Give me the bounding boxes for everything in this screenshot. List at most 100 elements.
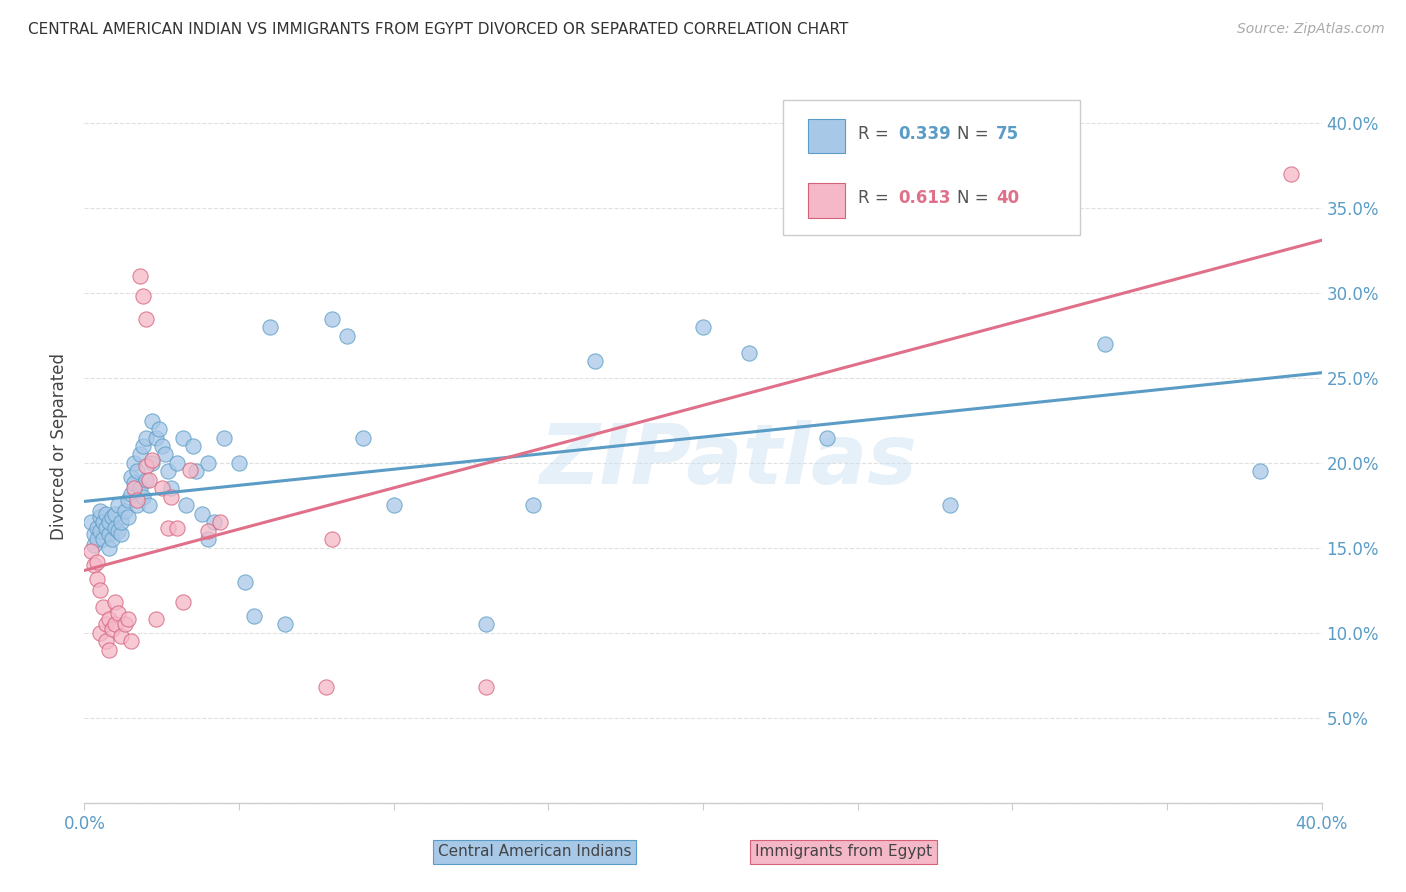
Point [135, 311, 157, 326]
Point [172, 595, 194, 609]
Point [83, 558, 105, 572]
Text: R =: R = [858, 189, 894, 207]
Point [321, 311, 343, 326]
FancyBboxPatch shape [808, 120, 845, 153]
Point [738, 345, 761, 359]
Point [110, 516, 132, 530]
Point [110, 629, 132, 643]
Point [160, 482, 183, 496]
Point [274, 617, 297, 632]
Point [160, 490, 183, 504]
Text: Central American Indians: Central American Indians [437, 845, 631, 859]
Point [129, 269, 152, 284]
Text: R =: R = [858, 125, 894, 143]
Point [336, 328, 359, 343]
Point [166, 520, 188, 534]
Point [315, 680, 337, 694]
Point [114, 503, 136, 517]
Point [939, 499, 962, 513]
Point [583, 354, 606, 368]
Point [181, 439, 204, 453]
Point [94, 617, 117, 632]
Point [179, 463, 201, 477]
Point [1279, 167, 1302, 181]
Point [125, 499, 148, 513]
FancyBboxPatch shape [808, 184, 845, 218]
Text: CENTRAL AMERICAN INDIAN VS IMMIGRANTS FROM EGYPT DIVORCED OR SEPARATED CORRELATI: CENTRAL AMERICAN INDIAN VS IMMIGRANTS FR… [28, 22, 848, 37]
Point [145, 430, 167, 444]
Point [259, 320, 281, 334]
Point [101, 533, 124, 547]
Point [135, 459, 157, 474]
Point [104, 617, 127, 632]
Point [138, 499, 160, 513]
Point [191, 507, 214, 521]
Point [86, 520, 108, 534]
Text: 75: 75 [997, 125, 1019, 143]
Point [91, 533, 114, 547]
Point [692, 320, 714, 334]
Text: Immigrants from Egypt: Immigrants from Egypt [755, 845, 932, 859]
Point [86, 555, 108, 569]
Point [202, 516, 225, 530]
Point [91, 516, 114, 530]
Point [150, 439, 173, 453]
Point [101, 510, 124, 524]
Point [132, 289, 155, 303]
Text: N =: N = [956, 189, 994, 207]
Point [243, 608, 266, 623]
Point [114, 617, 136, 632]
Point [98, 527, 121, 541]
Point [209, 516, 232, 530]
Point [120, 469, 142, 483]
Point [89, 503, 111, 517]
Point [98, 541, 121, 555]
Point [382, 499, 405, 513]
Point [107, 499, 129, 513]
Text: 0.613: 0.613 [898, 189, 950, 207]
Point [197, 456, 219, 470]
Point [153, 448, 176, 462]
Point [94, 634, 117, 648]
Point [89, 524, 111, 538]
FancyBboxPatch shape [783, 100, 1080, 235]
Point [197, 533, 219, 547]
Point [132, 439, 155, 453]
Point [125, 465, 148, 479]
Point [91, 600, 114, 615]
Point [122, 476, 145, 491]
Point [145, 612, 167, 626]
Point [1249, 465, 1271, 479]
Point [129, 482, 152, 496]
Point [117, 510, 139, 524]
Point [107, 524, 129, 538]
Point [98, 516, 121, 530]
Point [141, 413, 163, 427]
Text: ZIPatlas: ZIPatlas [538, 420, 917, 500]
Point [132, 490, 155, 504]
Point [475, 680, 498, 694]
Point [86, 533, 108, 547]
Point [156, 465, 179, 479]
Point [120, 634, 142, 648]
Text: 0.339: 0.339 [898, 125, 952, 143]
Point [172, 430, 194, 444]
Point [522, 499, 544, 513]
Point [86, 572, 108, 586]
Point [89, 626, 111, 640]
Point [321, 533, 343, 547]
Point [107, 606, 129, 620]
Point [79, 544, 101, 558]
Point [352, 430, 374, 444]
Point [122, 482, 145, 496]
Point [125, 493, 148, 508]
Point [117, 493, 139, 508]
Point [104, 595, 127, 609]
Point [129, 448, 152, 462]
Point [79, 516, 101, 530]
Point [233, 574, 256, 589]
Text: 40: 40 [997, 189, 1019, 207]
Point [122, 456, 145, 470]
Point [101, 623, 124, 637]
Point [98, 612, 121, 626]
